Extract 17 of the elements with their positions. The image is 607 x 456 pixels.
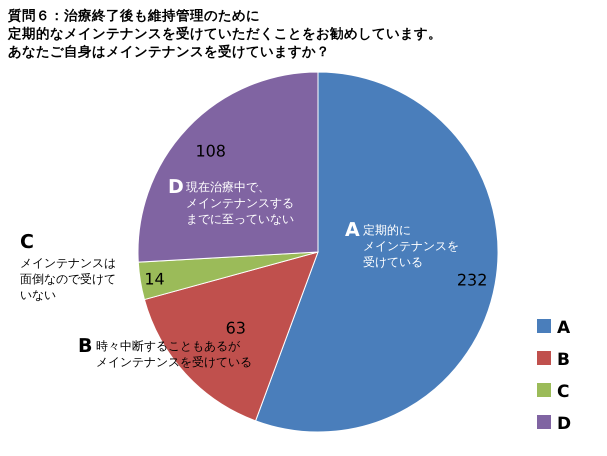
slice-label: D xyxy=(168,176,184,198)
data-label: 14 xyxy=(144,270,165,289)
chart-title: 質問６：治療終了後も維持管理のために定期的なメインテナンスを受けていただくことをお勧めしています。あなたご自身はメインテナンスを受けていますか？ xyxy=(7,7,442,60)
slice-label: B xyxy=(78,335,92,357)
legend-label: D xyxy=(557,414,572,434)
data-label: 232 xyxy=(456,270,488,290)
legend-label: C xyxy=(557,382,570,402)
text: メインテナンスは面倒なので受けていない xyxy=(20,256,116,302)
text: 現在治療中で、メインテナンスするまでに至っていない xyxy=(186,180,294,226)
text: 定期的にメインテナンスを受けている xyxy=(363,223,459,269)
data-label: 63 xyxy=(226,318,246,338)
legend-label: B xyxy=(557,350,570,370)
text: 時々中断することもあるがメインテナンスを受けている xyxy=(96,339,252,369)
data-label: 108 xyxy=(195,142,226,161)
legend-label: A xyxy=(557,318,571,338)
slice-label: A xyxy=(345,219,360,241)
category-label: C xyxy=(20,231,34,253)
